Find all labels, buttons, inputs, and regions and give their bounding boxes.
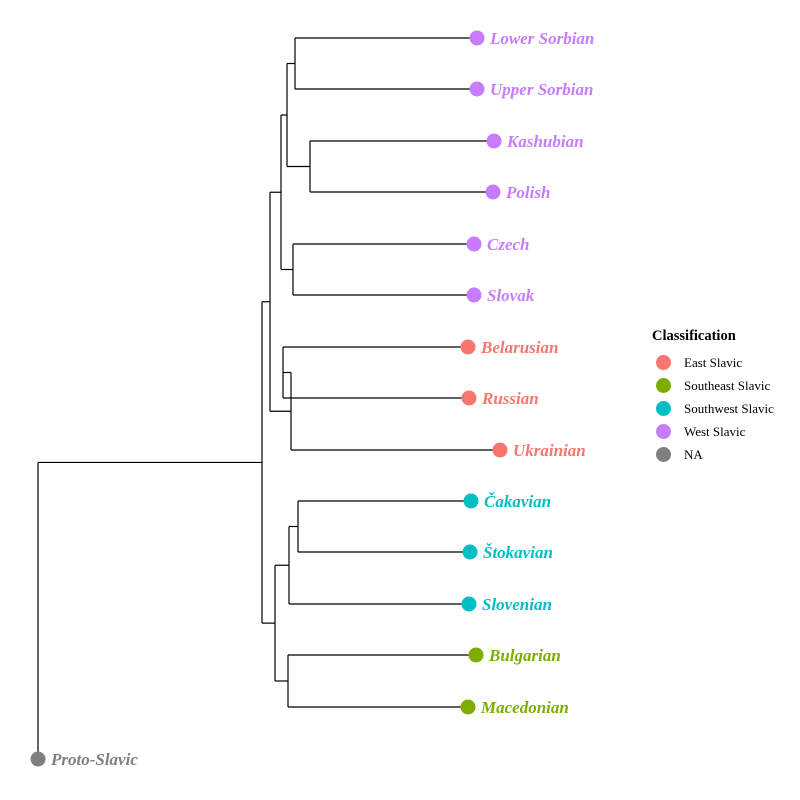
tip-point	[460, 339, 476, 355]
legend-key	[656, 447, 671, 462]
legend-key	[656, 378, 671, 393]
tip-label: Slovak	[487, 286, 535, 305]
tip-point	[492, 442, 508, 458]
tip-label: Bulgarian	[488, 646, 561, 665]
tip-point	[466, 287, 482, 303]
tip-point	[460, 699, 476, 715]
legend-label: West Slavic	[684, 423, 746, 439]
tip-label: Macedonian	[480, 698, 569, 717]
tip-point	[30, 751, 46, 767]
tip-label: Kashubian	[506, 132, 584, 151]
tree-tips: Proto-Slavic Lower Sorbian Upper Sorbian Ka…	[30, 29, 594, 769]
tip-label: Russian	[481, 389, 539, 408]
tip-label: Slovenian	[482, 595, 552, 614]
tip-label: Upper Sorbian	[490, 80, 593, 99]
legend-title: Classification	[652, 328, 736, 344]
tip-point	[469, 81, 485, 97]
tip-point	[485, 184, 501, 200]
tip-point	[468, 647, 484, 663]
legend-item: NA	[652, 443, 774, 466]
tip-point	[469, 30, 485, 46]
tip-point	[462, 544, 478, 560]
legend-item: West Slavic	[652, 420, 774, 443]
tip-point	[463, 493, 479, 509]
tip-label: Czech	[487, 235, 530, 254]
tip-label: Štokavian	[483, 543, 553, 562]
legend-key	[656, 424, 671, 439]
tree-edges	[37, 37, 500, 759]
legend-item: Southwest Slavic	[652, 397, 774, 420]
tip-label: Polish	[505, 183, 550, 202]
legend-label: Southeast Slavic	[684, 377, 771, 393]
legend-label: East Slavic	[684, 354, 743, 370]
legend-key	[656, 355, 671, 370]
tip-point	[461, 390, 477, 406]
legend-label: NA	[684, 446, 703, 462]
tip-label: Čakavian	[484, 492, 551, 511]
legend: Classification East Slavic Southeast Slav…	[652, 328, 774, 466]
legend-label: Southwest Slavic	[684, 400, 774, 416]
tip-point	[461, 596, 477, 612]
tip-label: Ukrainian	[513, 441, 586, 460]
legend-key	[656, 401, 671, 416]
tip-point	[466, 236, 482, 252]
legend-items: East Slavic Southeast Slavic Southwest Sla…	[652, 351, 774, 466]
tip-label: Proto-Slavic	[50, 750, 138, 769]
tip-point	[486, 133, 502, 149]
tip-label: Lower Sorbian	[489, 29, 594, 48]
legend-item: Southeast Slavic	[652, 374, 774, 397]
tip-label: Belarusian	[480, 338, 558, 357]
legend-item: East Slavic	[652, 351, 774, 374]
